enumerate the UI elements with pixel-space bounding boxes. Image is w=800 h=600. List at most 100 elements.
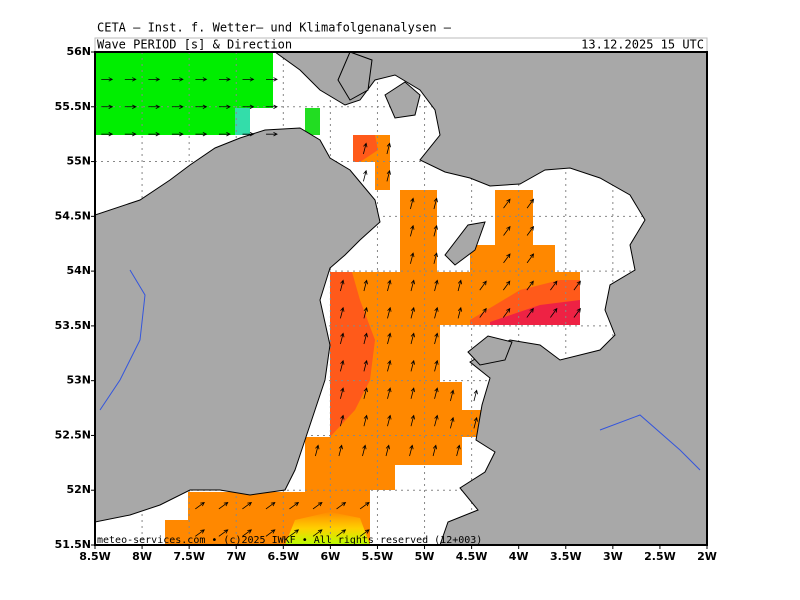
arrow: [171, 77, 184, 82]
arrow: [340, 359, 345, 372]
isle-of-man: [444, 221, 486, 266]
arrow: [338, 444, 343, 457]
arrow: [312, 529, 323, 537]
arrow: [434, 414, 439, 427]
arrow: [387, 414, 392, 427]
arrow: [101, 131, 114, 137]
arrow: [266, 77, 278, 82]
arrow: [502, 307, 511, 318]
arrow: [409, 444, 414, 457]
arrow: [195, 131, 208, 137]
arrow: [242, 529, 253, 537]
arrow: [387, 359, 392, 372]
arrow: [363, 306, 368, 319]
arrow: [195, 501, 205, 510]
y-tick-label: 52.5N: [55, 428, 91, 441]
arrow: [340, 414, 345, 427]
arrow: [218, 104, 231, 109]
arrow: [101, 77, 114, 82]
arrow: [312, 501, 323, 510]
x-tick-label: 6.5W: [267, 550, 299, 563]
arrow: [363, 359, 368, 372]
arrow: [433, 197, 438, 210]
field-magenta: [490, 300, 580, 325]
arrow: [359, 529, 370, 537]
arrow: [315, 444, 320, 457]
arrow: [387, 279, 392, 292]
x-tick-label: 7W: [226, 550, 246, 563]
arrow: [171, 131, 184, 137]
arrow: [433, 252, 438, 264]
arrow: [218, 501, 229, 510]
arrow: [479, 280, 487, 291]
rivers: [99, 269, 701, 471]
arrow: [195, 104, 208, 109]
y-tick-label: 53N: [66, 374, 91, 387]
x-tick-label: 8.5W: [79, 550, 111, 563]
arrow: [265, 501, 276, 510]
arrow: [336, 501, 347, 510]
arrow: [502, 280, 511, 291]
arrow: [503, 253, 511, 264]
field-yellow-green: [285, 512, 370, 545]
anglesey: [467, 335, 513, 366]
y-tick-label: 56N: [66, 45, 91, 58]
arrow: [456, 444, 461, 457]
subtitle: Wave PERIOD [s] & Direction: [97, 38, 292, 52]
arrow: [550, 307, 558, 318]
plot-area: [95, 52, 707, 545]
y-tick-label: 51.5N: [55, 538, 91, 551]
arrow: [363, 414, 368, 427]
arrow: [410, 332, 416, 345]
ireland: [95, 127, 381, 523]
arrow: [340, 332, 345, 345]
arrow: [526, 307, 534, 318]
arrow: [457, 279, 463, 292]
x-tick-label: 8W: [132, 550, 152, 563]
arrow: [503, 225, 511, 236]
arrow: [434, 332, 439, 345]
footer: meteo-services.com • (c)2025 IWKF • All …: [97, 535, 482, 546]
x-tick-label: 5.5W: [362, 550, 394, 563]
arrow: [148, 77, 161, 82]
arrow: [573, 280, 581, 291]
arrow: [266, 104, 278, 109]
arrow: [386, 169, 391, 182]
arrow: [363, 387, 368, 399]
arrow: [289, 529, 300, 537]
arrow: [410, 224, 415, 237]
wave-direction-arrows: [101, 77, 581, 537]
arrow: [410, 306, 416, 319]
arrow: [434, 359, 439, 372]
x-tick-label: 4W: [509, 550, 529, 563]
x-tick-label: 6W: [320, 550, 340, 563]
arrow: [363, 332, 368, 345]
x-tick-label: 2W: [697, 550, 717, 563]
arrow: [363, 169, 368, 182]
arrow: [526, 225, 535, 236]
arrow: [148, 104, 161, 109]
y-tick-label: 54N: [66, 264, 91, 277]
arrow: [363, 142, 368, 155]
arrow: [266, 131, 278, 137]
arrow: [171, 104, 184, 109]
arrow: [195, 529, 205, 537]
arrow: [526, 253, 535, 264]
y-tick-label: 55N: [66, 155, 91, 168]
y-tick-label: 52N: [66, 483, 91, 496]
arrow: [387, 306, 392, 319]
arrow: [195, 77, 208, 82]
arrow: [148, 131, 161, 137]
arrow: [242, 104, 255, 109]
arrow: [289, 501, 300, 510]
arrow: [410, 197, 415, 210]
arrow: [503, 198, 511, 209]
arrow: [550, 280, 558, 291]
arrow: [340, 387, 345, 399]
arrow: [526, 280, 534, 291]
arrow: [336, 529, 347, 537]
arrow: [386, 142, 391, 155]
great-britain: [274, 52, 707, 545]
